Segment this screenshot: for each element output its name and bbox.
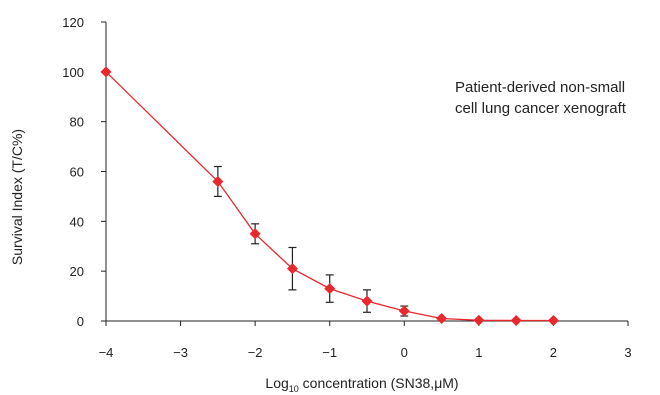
y-tick-label: 60	[70, 165, 84, 180]
y-tick-label: 80	[70, 115, 84, 130]
x-tick-label: −4	[99, 345, 114, 360]
x-tick-label: −2	[248, 345, 263, 360]
data-point-marker	[249, 228, 261, 240]
data-point-marker	[361, 295, 373, 307]
data-point-marker	[436, 313, 448, 325]
axes: 0 20 40 60 80 100 120 −4 −3 −2 −1 0 1 2 3	[62, 15, 631, 360]
y-tick-label: 0	[77, 314, 84, 329]
y-tick-label: 40	[70, 214, 84, 229]
data-point-marker	[510, 315, 522, 327]
x-tick-label: −3	[173, 345, 188, 360]
y-tick-label: 120	[62, 15, 84, 30]
x-tick-label: 0	[401, 345, 408, 360]
data-point-marker	[212, 175, 224, 187]
data-point-marker	[324, 283, 336, 295]
x-axis-title-subscript: 10	[289, 384, 299, 394]
x-axis-title-prefix: Log	[265, 375, 288, 391]
x-axis-title: Log10 concentration (SN38,μM)	[265, 375, 458, 394]
data-point-marker	[473, 314, 485, 326]
data-point-marker	[100, 66, 112, 78]
annotation-line-1: Patient-derived non-small	[455, 79, 625, 96]
data-point-marker	[398, 305, 410, 317]
x-tick-label: 1	[475, 345, 482, 360]
y-tick-label: 100	[62, 65, 84, 80]
x-tick-label: 3	[624, 345, 631, 360]
x-tick-label: 2	[550, 345, 557, 360]
annotation-line-2: cell lung cancer xenograft	[455, 100, 627, 117]
data-point-marker	[547, 315, 559, 327]
x-tick-label: −1	[322, 345, 337, 360]
y-tick-label: 20	[70, 264, 84, 279]
y-axis-title: Survival Index (T/C%)	[9, 129, 25, 265]
x-axis-title-suffix: concentration (SN38,μM)	[299, 375, 459, 391]
error-bars	[213, 165, 409, 317]
series	[100, 66, 559, 327]
data-point-marker	[286, 263, 298, 275]
